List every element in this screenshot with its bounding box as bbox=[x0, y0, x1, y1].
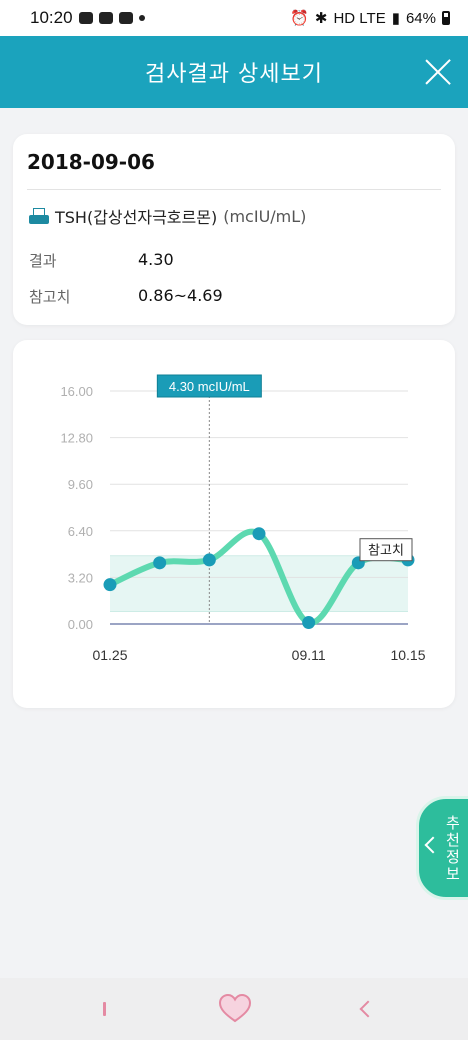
recommend-info-tab[interactable]: 추천정보 bbox=[416, 796, 468, 900]
result-value: 4.30 bbox=[138, 250, 174, 269]
status-time: 10:20 bbox=[30, 8, 73, 27]
result-trend-chart[interactable]: 0.00 3.20 6.40 9.60 12.80 16.00 01.25 09.11 10.1… bbox=[13, 340, 455, 708]
status-left: 10:20 bbox=[30, 8, 145, 28]
value-tooltip bbox=[156, 374, 262, 398]
result-card: 2018-09-06 TSH(갑상선자극호르몬) (mcIU/mL) 결과 4.… bbox=[13, 134, 455, 325]
home-button[interactable] bbox=[215, 992, 255, 1026]
system-nav-bar bbox=[0, 978, 468, 1040]
heart-home-icon bbox=[218, 993, 252, 1023]
recent-apps-button[interactable] bbox=[84, 992, 124, 1026]
status-bar: 10:20 ⏰ ✱ HD LTE ▮ 64% bbox=[0, 0, 468, 36]
test-name: TSH(갑상선자극호르몬) bbox=[55, 208, 218, 227]
signal-icon: ▮ bbox=[391, 10, 400, 27]
result-label: 결과 bbox=[29, 252, 57, 270]
test-date: 2018-09-06 bbox=[27, 150, 155, 174]
result-row: 결과 4.30 bbox=[29, 250, 174, 271]
reference-value: 0.86~4.69 bbox=[138, 286, 223, 305]
y-tick-label: 0.00 bbox=[68, 617, 93, 632]
y-tick-label: 3.20 bbox=[68, 570, 93, 585]
data-point bbox=[302, 616, 316, 630]
cup-notification-icon bbox=[118, 12, 133, 24]
gallery-notification-icon bbox=[98, 12, 113, 24]
test-unit: (mcIU/mL) bbox=[223, 206, 307, 226]
close-button[interactable] bbox=[424, 58, 452, 86]
status-right: ⏰ ✱ HD LTE ▮ 64% bbox=[290, 9, 450, 27]
battery-icon bbox=[442, 11, 450, 25]
x-tick-label: 10.15 bbox=[390, 647, 425, 663]
x-tick-label: 09.11 bbox=[292, 647, 326, 663]
alarm-icon: ⏰ bbox=[290, 10, 309, 27]
data-point bbox=[252, 527, 266, 541]
back-button[interactable] bbox=[346, 992, 386, 1026]
recommend-info-label: 추천정보 bbox=[446, 814, 460, 883]
page-title: 검사결과 상세보기 bbox=[145, 62, 323, 87]
reference-range-label-box bbox=[359, 538, 413, 562]
reference-row: 참고치 0.86~4.69 bbox=[29, 286, 223, 307]
y-tick-label: 6.40 bbox=[68, 524, 93, 539]
lab-report-icon bbox=[29, 208, 49, 224]
talk-notification-icon bbox=[78, 12, 93, 24]
reference-range-label: 참고치 bbox=[368, 544, 404, 559]
value-tooltip-label: 4.30 mcIU/mL bbox=[169, 379, 250, 394]
data-point bbox=[103, 578, 117, 592]
data-point bbox=[202, 553, 216, 567]
bluetooth-icon: ✱ bbox=[314, 10, 328, 27]
y-tick-label: 9.60 bbox=[68, 477, 93, 492]
app-header: 검사결과 상세보기 bbox=[0, 36, 468, 108]
more-notifications-icon bbox=[138, 15, 145, 21]
y-tick-label: 16.00 bbox=[60, 384, 93, 399]
reference-label: 참고치 bbox=[29, 288, 71, 306]
network-label: HD LTE bbox=[333, 9, 386, 27]
y-tick-label: 12.80 bbox=[60, 431, 93, 446]
chart-card: 0.00 3.20 6.40 9.60 12.80 16.00 01.25 09.11 10.1… bbox=[13, 340, 455, 708]
x-tick-label: 01.25 bbox=[92, 647, 127, 663]
divider bbox=[27, 189, 441, 190]
test-title: TSH(갑상선자극호르몬) (mcIU/mL) bbox=[29, 204, 306, 228]
chevron-left-icon bbox=[424, 836, 442, 854]
battery-percent: 64% bbox=[405, 9, 436, 27]
data-point bbox=[153, 556, 167, 570]
